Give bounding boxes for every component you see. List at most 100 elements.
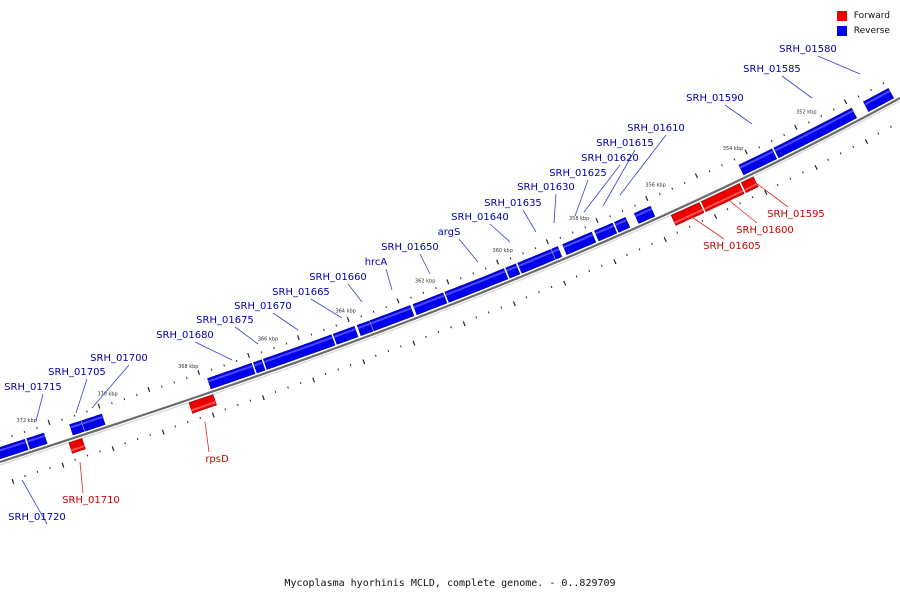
tick bbox=[814, 165, 818, 171]
tick bbox=[550, 285, 553, 289]
tick bbox=[211, 412, 215, 418]
label-leader bbox=[35, 393, 44, 422]
tick bbox=[484, 267, 487, 270]
tick bbox=[61, 462, 65, 468]
gene-highlight bbox=[264, 336, 333, 363]
label-leader bbox=[79, 461, 84, 494]
gene-label-srh_01670[interactable]: SRH_01670 bbox=[234, 301, 292, 312]
gene-label-srh_01650[interactable]: SRH_01650 bbox=[381, 242, 439, 253]
kbp-label: 372 kbp bbox=[17, 418, 37, 424]
tick bbox=[186, 421, 189, 424]
tick bbox=[174, 425, 177, 428]
genome-backbone-highlight bbox=[0, 100, 900, 466]
gene-label-srh_01675[interactable]: SRH_01675 bbox=[196, 315, 254, 326]
gene-label-srh_01600[interactable]: SRH_01600 bbox=[736, 225, 794, 236]
gene-arrow-srh_01630[interactable] bbox=[551, 246, 563, 260]
kbp-label: 360 kbp bbox=[493, 248, 513, 254]
gene-label-srh_01615[interactable]: SRH_01615 bbox=[596, 138, 654, 149]
gene-label-srh_01660[interactable]: SRH_01660 bbox=[309, 272, 367, 283]
tick bbox=[36, 426, 38, 430]
genome-backbone bbox=[0, 97, 900, 464]
gene-label-srh_01625[interactable]: SRH_01625 bbox=[549, 168, 607, 179]
gene-label-srh_01705[interactable]: SRH_01705 bbox=[48, 367, 106, 378]
tick bbox=[11, 434, 13, 438]
kbp-labels: 352 kbp 354 kbp 356 kbp 358 kbp 360 kbp 362 k… bbox=[17, 110, 817, 424]
label-leaders bbox=[21, 55, 861, 525]
tick bbox=[770, 140, 773, 143]
tick bbox=[733, 158, 736, 161]
tick bbox=[36, 470, 39, 474]
gene-label-srh_01585[interactable]: SRH_01585 bbox=[743, 64, 801, 75]
tick bbox=[843, 99, 848, 105]
gene-label-srh_01680[interactable]: SRH_01680 bbox=[156, 330, 214, 341]
gene-label-srh_01630[interactable]: SRH_01630 bbox=[517, 182, 575, 193]
tick bbox=[173, 381, 176, 384]
label-leader bbox=[751, 179, 789, 208]
label-leader bbox=[725, 197, 758, 224]
gene-highlight bbox=[506, 265, 518, 272]
tick bbox=[324, 372, 327, 376]
label-leader bbox=[602, 149, 636, 207]
tick bbox=[412, 340, 416, 346]
tick bbox=[663, 237, 667, 243]
gene-label-srh_01715[interactable]: SRH_01715 bbox=[4, 382, 62, 393]
gene-label-srh_01595[interactable]: SRH_01595 bbox=[767, 209, 825, 220]
tick bbox=[534, 247, 537, 250]
gene-label-srh_01610[interactable]: SRH_01610 bbox=[627, 123, 685, 134]
tick bbox=[136, 437, 139, 441]
gene-highlight bbox=[70, 422, 82, 429]
gene-arrows bbox=[0, 87, 895, 460]
tick bbox=[609, 215, 611, 218]
tick bbox=[49, 466, 51, 469]
tick bbox=[362, 359, 366, 365]
tick bbox=[99, 450, 101, 453]
tick bbox=[852, 145, 855, 148]
gene-label-hrca[interactable]: hrcA bbox=[365, 257, 388, 268]
label-leader bbox=[522, 209, 537, 233]
gene-highlight bbox=[674, 208, 704, 224]
gene-label-srh_01605[interactable]: SRH_01605 bbox=[703, 241, 761, 252]
label-leader bbox=[724, 104, 753, 125]
gene-label-srh_01620[interactable]: SRH_01620 bbox=[581, 153, 639, 164]
label-leader bbox=[553, 193, 557, 224]
tick bbox=[776, 183, 779, 187]
label-leader bbox=[204, 421, 210, 453]
tick bbox=[123, 398, 126, 401]
gene-label-args[interactable]: argS bbox=[438, 227, 461, 238]
kbp-label: 354 kbp bbox=[723, 146, 743, 152]
tick bbox=[820, 114, 823, 118]
label-leader bbox=[310, 298, 343, 319]
gene-label-rpsd[interactable]: rpsD bbox=[205, 454, 229, 465]
tick bbox=[588, 270, 591, 273]
gene-label-srh_01590[interactable]: SRH_01590 bbox=[686, 93, 744, 104]
tick bbox=[559, 236, 562, 239]
gene-label-srh_01665[interactable]: SRH_01665 bbox=[272, 287, 330, 298]
label-leader bbox=[385, 268, 393, 291]
tick bbox=[475, 316, 478, 319]
tick bbox=[61, 418, 63, 421]
gene-label-srh_01640[interactable]: SRH_01640 bbox=[451, 212, 509, 223]
gene-highlight bbox=[518, 251, 553, 267]
tick bbox=[882, 81, 885, 85]
gene-label-srh_01720[interactable]: SRH_01720 bbox=[8, 512, 66, 523]
legend-reverse: Reverse bbox=[836, 23, 890, 38]
tick bbox=[160, 385, 163, 388]
tick bbox=[744, 149, 748, 155]
tick bbox=[739, 202, 741, 205]
gene-label-srh_01635[interactable]: SRH_01635 bbox=[484, 198, 542, 209]
tick bbox=[312, 377, 315, 383]
gene-highlight bbox=[552, 248, 560, 253]
gene-label-srh_01700[interactable]: SRH_01700 bbox=[90, 353, 148, 364]
gene-label-srh_01580[interactable]: SRH_01580 bbox=[779, 44, 837, 55]
gene-arrow-srh_01675[interactable] bbox=[253, 359, 266, 374]
tick bbox=[161, 429, 165, 435]
tick bbox=[626, 253, 628, 257]
tick bbox=[422, 291, 425, 294]
tick bbox=[111, 446, 115, 452]
gene-label-srh_01710[interactable]: SRH_01710 bbox=[62, 495, 120, 506]
tick bbox=[671, 187, 674, 190]
gene-highlight bbox=[208, 365, 253, 383]
tick bbox=[683, 181, 686, 184]
gene-highlight bbox=[370, 307, 412, 325]
